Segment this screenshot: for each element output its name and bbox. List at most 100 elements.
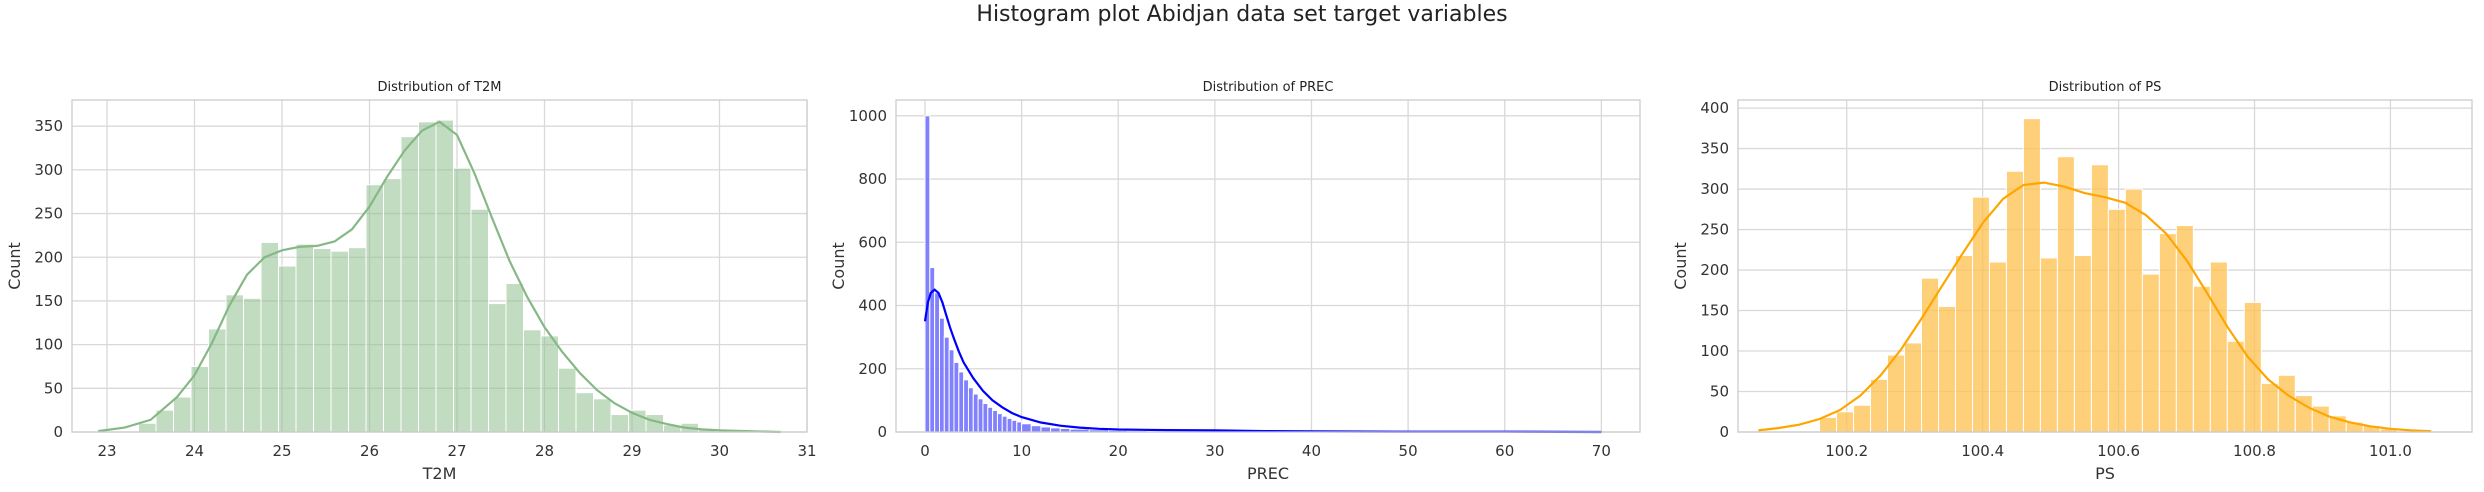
histogram-bar (558, 367, 577, 433)
y-tick-label: 150 (1700, 302, 1729, 320)
histogram-bar (173, 396, 192, 433)
histogram-bar (2022, 118, 2041, 433)
y-tick-label: 150 (34, 292, 63, 310)
histogram-bar (2192, 285, 2211, 433)
histogram-bar (1904, 342, 1923, 433)
y-tick-label: 250 (34, 205, 63, 223)
figure-title: Histogram plot Abidjan data set target v… (976, 2, 1508, 27)
histogram-bar (2005, 170, 2024, 433)
histogram-bar (982, 403, 989, 433)
y-tick-label: 100 (34, 336, 63, 354)
x-tick-label: 50 (1399, 442, 1418, 460)
histogram-bar (938, 317, 945, 433)
x-axis-label: PREC (1247, 464, 1289, 483)
histogram-bar (943, 336, 950, 433)
histogram-bar (2158, 233, 2177, 433)
histogram-bar (243, 297, 262, 433)
histogram-bar (987, 406, 994, 433)
histogram-bar (2124, 188, 2143, 433)
x-tick-label: 20 (1109, 442, 1128, 460)
kde-line (923, 288, 1602, 434)
x-tick-label: 24 (185, 442, 204, 460)
y-tick-label: 100 (1700, 342, 1729, 360)
histogram-bar (1016, 421, 1023, 433)
y-tick-label: 300 (34, 161, 63, 179)
histogram-bar (435, 119, 454, 433)
y-axis-label: Count (829, 242, 848, 290)
x-tick-label: 100.4 (1961, 442, 2004, 460)
histogram-bar (2141, 273, 2160, 433)
x-tick-label: 0 (920, 442, 930, 460)
histogram-bar (295, 243, 314, 433)
x-tick-label: 31 (797, 442, 816, 460)
x-tick-label: 100.2 (1825, 442, 1868, 460)
plot-frame (71, 99, 808, 433)
y-tick-label: 400 (1700, 99, 1729, 117)
x-tick-label: 27 (447, 442, 466, 460)
histogram-bar (1021, 423, 1032, 433)
y-axis-label: Count (1671, 242, 1690, 290)
histogram-bar (967, 387, 974, 433)
histogram-bar (523, 329, 542, 433)
histogram-bar (1836, 411, 1855, 433)
histogram-bar (1937, 305, 1956, 433)
histogram-bar (953, 361, 960, 433)
x-tick-label: 100.6 (2097, 442, 2140, 460)
histogram-bar (313, 248, 332, 433)
kde-line (98, 120, 781, 434)
histogram-bar (505, 282, 524, 433)
y-axis-label: Count (5, 242, 24, 290)
plot-frame (895, 99, 1641, 433)
y-tick-label: 50 (44, 379, 63, 397)
histogram-bar (2260, 382, 2279, 433)
y-tick-label: 350 (1700, 140, 1729, 158)
histogram-bar (934, 292, 940, 433)
histogram-bar (1011, 419, 1018, 433)
histogram-bar (2090, 164, 2109, 433)
histogram-bar (958, 371, 965, 433)
x-tick-label: 60 (1495, 442, 1514, 460)
histogram-bar (2226, 340, 2245, 433)
x-tick-label: 10 (1012, 442, 1031, 460)
y-tick-label: 0 (1719, 423, 1729, 441)
histogram-bar (948, 349, 955, 433)
histogram-bar (540, 335, 559, 433)
chart-title: Distribution of PS (2049, 80, 2162, 95)
histogram-bar (418, 121, 437, 433)
histogram-bar (1971, 196, 1990, 433)
x-tick-label: 30 (1205, 442, 1224, 460)
histogram-bar (1040, 426, 1052, 433)
x-tick-label: 30 (710, 442, 729, 460)
histogram-bar (383, 178, 402, 433)
y-tick-label: 200 (1700, 261, 1729, 279)
histogram-bar (972, 393, 979, 433)
histogram-bar (996, 413, 1003, 433)
y-tick-label: 0 (877, 423, 887, 441)
histogram-bar (2039, 257, 2058, 433)
histogram-bar (575, 392, 594, 433)
kde-line (1758, 181, 2432, 433)
y-tick-label: 600 (858, 233, 887, 251)
y-tick-label: 200 (34, 248, 63, 266)
histogram-bar (1887, 354, 1906, 433)
x-tick-label: 25 (272, 442, 291, 460)
histogram-bar (1954, 254, 1973, 433)
histogram-bar (2277, 374, 2296, 433)
x-tick-label: 26 (360, 442, 379, 460)
histogram-bar (2073, 254, 2092, 433)
histogram-bar (1001, 415, 1008, 433)
histogram-bar (1030, 425, 1042, 433)
chart-title: Distribution of T2M (377, 80, 501, 95)
x-axis-label: T2M (422, 464, 457, 483)
x-tick-label: 29 (622, 442, 641, 460)
x-tick-label: 28 (535, 442, 554, 460)
histogram-bar (348, 247, 367, 433)
histogram-bar (1988, 261, 2007, 433)
y-tick-label: 50 (1710, 383, 1729, 401)
y-tick-label: 0 (53, 423, 63, 441)
histogram-bar (470, 208, 489, 433)
histogram-bar (924, 115, 931, 433)
histogram-bar (593, 398, 612, 433)
chart-title: Distribution of PREC (1203, 80, 1334, 95)
histogram-bar (2056, 156, 2075, 433)
